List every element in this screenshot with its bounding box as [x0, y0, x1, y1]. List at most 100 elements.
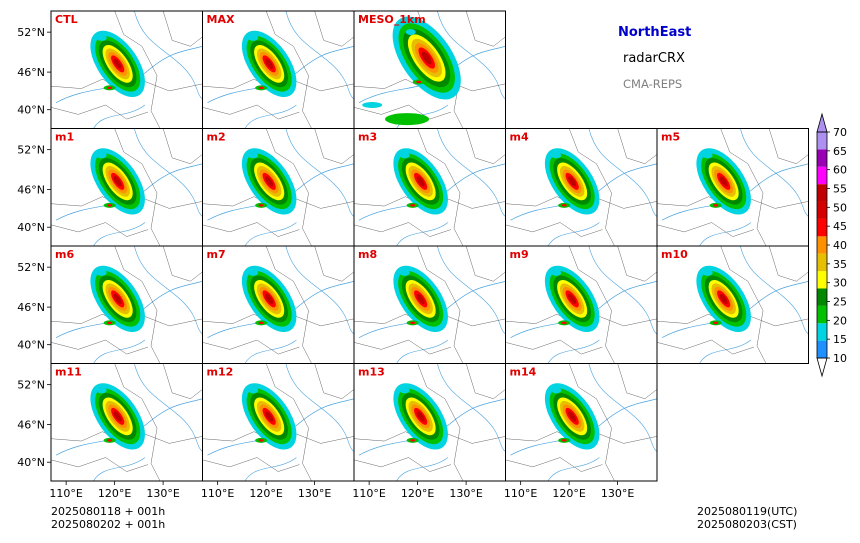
- province-border: [265, 11, 312, 129]
- river: [437, 128, 506, 217]
- province-border: [505, 222, 603, 237]
- lat-tick-label: 40°N: [17, 104, 45, 117]
- province-border: [314, 363, 354, 400]
- echo-contour: [113, 58, 122, 69]
- colorbar-label: 65: [833, 145, 847, 158]
- province-border: [114, 11, 161, 129]
- panel-label: m4: [510, 131, 529, 144]
- province-border: [720, 246, 767, 364]
- province-border: [465, 246, 506, 282]
- panel-label: CTL: [55, 13, 78, 26]
- province-border: [162, 246, 203, 282]
- echo-cell: [248, 34, 259, 41]
- province-border: [265, 363, 312, 481]
- province-border: [617, 128, 657, 165]
- river: [134, 363, 203, 452]
- river: [437, 363, 506, 452]
- river: [285, 246, 354, 335]
- province-border: [202, 222, 300, 237]
- region-title: NorthEast: [618, 25, 692, 40]
- colorbar-label: 70: [833, 126, 847, 139]
- panel-label: m3: [358, 131, 377, 144]
- lon-tick-label: 130°E: [146, 487, 179, 500]
- lat-tick-label: 46°N: [17, 184, 45, 197]
- echo-cell: [410, 321, 416, 325]
- province-border: [568, 246, 615, 364]
- river: [547, 457, 600, 481]
- lon-tick-label: 130°E: [601, 487, 634, 500]
- echo-cell: [258, 439, 264, 442]
- river: [437, 246, 506, 335]
- echo-contour: [265, 176, 274, 187]
- province-border: [617, 363, 657, 400]
- river: [547, 222, 600, 246]
- river: [547, 339, 600, 364]
- echo-cell: [416, 80, 422, 84]
- province-border: [465, 363, 506, 400]
- colorbar-extend-max: [816, 112, 828, 133]
- river: [244, 457, 297, 481]
- river: [699, 222, 752, 246]
- echo-contour: [265, 58, 274, 69]
- echo-cell: [96, 269, 107, 276]
- river: [588, 128, 657, 217]
- river: [510, 398, 657, 456]
- province-border: [51, 339, 149, 355]
- lon-tick-label: 120°E: [98, 487, 131, 500]
- river: [396, 339, 449, 364]
- echo-contour: [113, 176, 122, 187]
- river: [358, 398, 506, 456]
- province-border: [114, 128, 161, 246]
- map-panel: m8: [353, 245, 506, 364]
- valid-time-cst: 2025080203(CST): [697, 518, 797, 531]
- echo-cell: [362, 102, 383, 108]
- panel-label: m7: [207, 248, 226, 261]
- echo-contour: [113, 411, 122, 422]
- colorbar-swatch: [817, 323, 827, 341]
- province-border: [720, 128, 767, 246]
- province-border: [314, 128, 354, 165]
- init-time-cst: 2025080202 + 001h: [51, 518, 166, 531]
- province-border: [465, 128, 506, 165]
- river: [55, 163, 203, 221]
- province-border: [202, 104, 300, 120]
- echo-cell: [248, 269, 259, 276]
- panel-label: m8: [358, 248, 377, 261]
- echo-contour: [416, 293, 425, 304]
- river: [55, 45, 203, 103]
- lon-tick-label: 120°E: [249, 487, 282, 500]
- colorbar-swatch: [817, 253, 827, 272]
- map-panel: MESO_1km: [353, 10, 506, 129]
- province-border: [417, 246, 464, 364]
- province-border: [465, 11, 506, 47]
- panel-label: m13: [358, 366, 385, 379]
- lat-tick-label: 46°N: [17, 66, 45, 79]
- river: [588, 363, 657, 452]
- province-border: [505, 339, 603, 355]
- river: [244, 104, 297, 129]
- colorbar-label: 25: [833, 296, 847, 309]
- panel-frame: [505, 363, 658, 482]
- colorbar-label: 55: [833, 183, 847, 196]
- river: [134, 246, 203, 335]
- echo-cell: [713, 204, 719, 207]
- province-border: [657, 339, 755, 355]
- echo-contour: [265, 411, 274, 422]
- river: [588, 246, 657, 335]
- colorbar-swatch: [817, 166, 827, 185]
- province-border: [51, 457, 149, 472]
- echo-cell: [248, 387, 259, 394]
- echo-cell: [385, 113, 430, 126]
- province-border: [51, 104, 149, 120]
- province-border: [114, 246, 161, 364]
- river: [740, 246, 809, 335]
- lat-tick-label: 40°N: [17, 339, 45, 352]
- colorbar-swatch: [817, 236, 827, 254]
- lat-tick-label: 52°N: [17, 379, 45, 392]
- echo-cell: [107, 321, 113, 325]
- river: [358, 280, 506, 338]
- echo-cell: [551, 269, 562, 276]
- river: [207, 398, 354, 456]
- map-panel: m9: [505, 245, 658, 364]
- province-border: [202, 339, 300, 355]
